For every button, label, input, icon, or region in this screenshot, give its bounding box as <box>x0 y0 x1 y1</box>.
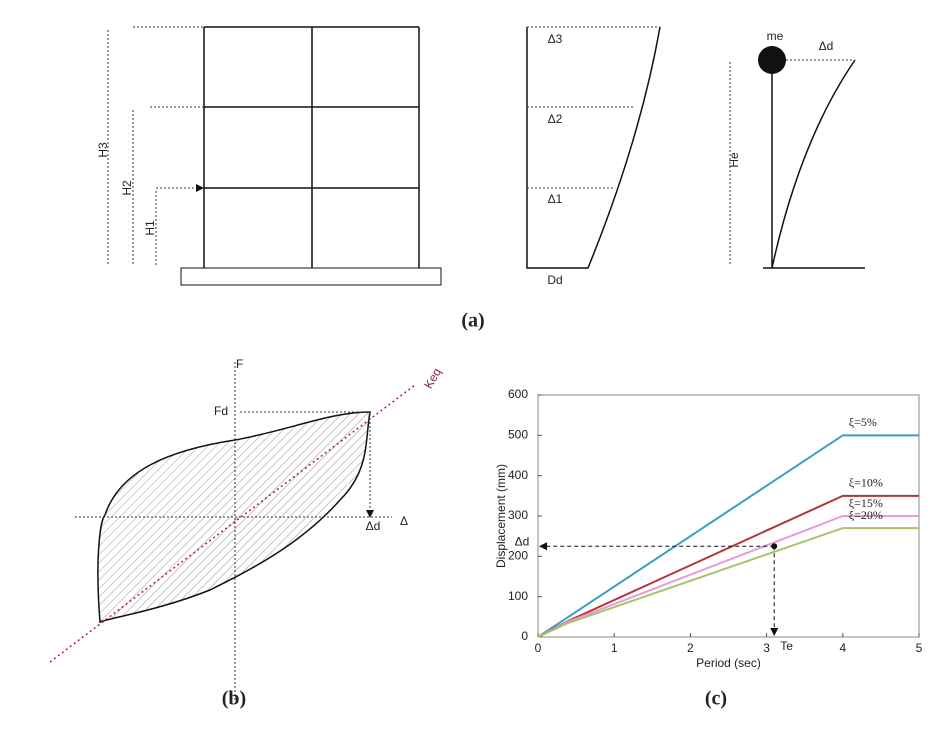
axis-label: F <box>236 357 243 371</box>
sdof <box>763 59 865 269</box>
series-label: ξ=10% <box>849 476 883 490</box>
hysteresis-loop <box>97 411 371 624</box>
x-tick-label: 3 <box>763 641 770 655</box>
mass-label: me <box>767 29 784 43</box>
force-label: Fd <box>214 404 228 418</box>
annotation-label: Δd <box>515 534 530 548</box>
x-axis-label: Period (sec) <box>696 656 761 670</box>
height-label: He <box>727 152 741 168</box>
x-tick-label: 1 <box>611 641 618 655</box>
annotation-point <box>771 543 778 550</box>
series-line <box>537 434 919 638</box>
displacement-profile <box>526 26 661 269</box>
displacement-label: Δd <box>819 39 834 53</box>
base-label: Dd <box>547 273 562 287</box>
caption: (c) <box>705 688 727 710</box>
series-line <box>537 527 919 638</box>
stiffness-line <box>49 384 416 663</box>
diagram-a: H3 H2 H1 Δ3 Δ2 Δ1 Dd me Δd He (a) <box>96 26 865 332</box>
series-line <box>537 515 919 638</box>
drift-label: Δ3 <box>548 32 563 46</box>
load-arrows <box>133 26 203 188</box>
y-tick-label: 400 <box>508 468 528 482</box>
caption: (b) <box>222 688 246 710</box>
series-label: ξ=15% <box>849 496 883 510</box>
caption: (a) <box>461 310 484 332</box>
axis-label: Δ <box>400 514 408 528</box>
y-tick-label: 100 <box>508 589 528 603</box>
x-tick-label: 5 <box>916 641 923 655</box>
diagram-b: F Fd Δd Δ Keq (b) <box>49 357 444 710</box>
height-label: H3 <box>96 142 110 158</box>
disp-label: Δd <box>366 519 381 533</box>
y-tick-label: 500 <box>508 428 528 442</box>
frame <box>203 26 420 268</box>
y-tick-label: 0 <box>521 629 528 643</box>
height-lines <box>107 30 157 266</box>
x-tick-label: 0 <box>535 641 542 655</box>
height-label: H1 <box>143 220 157 236</box>
floor-lines <box>527 26 660 189</box>
series-label: ξ=5% <box>849 415 877 429</box>
sdof-dims <box>729 59 855 266</box>
x-tick-label: 2 <box>687 641 694 655</box>
y-axis-label: Displacement (mm) <box>494 464 508 568</box>
x-tick-label: 4 <box>839 641 846 655</box>
y-tick-label: 200 <box>508 549 528 563</box>
series-label: ξ=20% <box>849 508 883 522</box>
y-tick-label: 600 <box>508 387 528 401</box>
axes <box>75 362 392 700</box>
drift-label: Δ2 <box>548 112 563 126</box>
mass <box>758 46 786 74</box>
stiffness-label: Keq <box>421 366 444 391</box>
height-label: H2 <box>120 180 134 196</box>
y-tick-label: 300 <box>508 508 528 522</box>
annotation-label: Te <box>780 639 793 653</box>
drift-label: Δ1 <box>548 192 563 206</box>
base-plate <box>180 267 442 286</box>
